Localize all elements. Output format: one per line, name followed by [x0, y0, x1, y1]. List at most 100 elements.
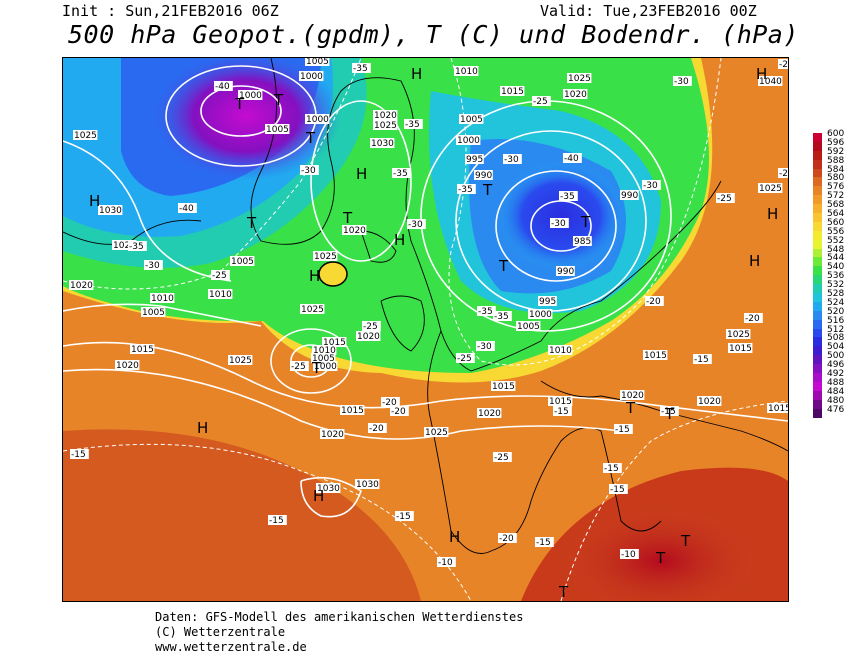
legend-level-label: 500	[827, 351, 845, 362]
legend-level-label: 568	[827, 200, 845, 211]
legend-level-label: 508	[827, 333, 845, 344]
temperature-label-bg	[456, 353, 475, 363]
high-pressure-marker: H	[89, 192, 100, 210]
legend-swatch	[813, 213, 822, 223]
pressure-label: 1005	[266, 125, 289, 135]
temperature-label-bg	[178, 203, 197, 213]
pressure-label-bg	[265, 124, 290, 134]
temperature-labels: -40-35-40-35-30-25-30-35-35-30-30-35-40-…	[70, 59, 788, 568]
pressure-label: 1010	[455, 67, 478, 77]
legend-swatch	[813, 381, 822, 391]
legend-row: 512	[813, 325, 850, 338]
legend-level-label: 528	[827, 289, 845, 300]
legend-level-label: 476	[827, 404, 845, 415]
init-time: Init : Sun,21FEB2016 06Z	[62, 2, 279, 20]
pressure-label-bg	[767, 403, 788, 413]
temperature-label: -15	[604, 464, 619, 474]
pressure-label: 1025	[314, 252, 337, 262]
pressure-label: 1015	[492, 382, 515, 392]
temperature-label-bg	[503, 154, 522, 164]
pressure-labels: 1000100010051000100510101015102510201020…	[69, 58, 788, 494]
pressure-label: 985	[574, 237, 591, 247]
legend-level-label: 600	[827, 129, 845, 139]
temperature-label-bg	[290, 361, 309, 371]
legend-row: 484	[813, 387, 850, 400]
legend-level-label: 540	[827, 262, 845, 273]
temperature-label-bg	[498, 533, 517, 543]
pressure-label-bg	[370, 138, 395, 148]
temperature-label-bg	[477, 306, 496, 316]
legend-level-label: 572	[827, 191, 845, 202]
pressure-label: 1020	[621, 391, 644, 401]
pressure-label-bg	[556, 266, 575, 276]
weather-map: 1000 1000 1005 1000 1005 1010 1015 1025 1020 1020…	[62, 57, 789, 602]
pressure-label: 990	[621, 191, 638, 201]
pressure-label: 1030	[99, 206, 122, 216]
pressure-label-bg	[456, 135, 481, 145]
temperature-label-bg	[493, 452, 512, 462]
pressure-label: 1030	[371, 139, 394, 149]
legend-row: 508	[813, 333, 850, 347]
legend-row: 492	[813, 369, 850, 383]
low-pressure-marker: T	[311, 359, 322, 377]
temperature-label: -15	[615, 425, 630, 435]
legend-swatch	[813, 293, 822, 303]
legend-row: 576	[813, 182, 850, 196]
legend-level-label: 592	[827, 146, 845, 157]
pressure-label: 1005	[312, 354, 335, 364]
temperature-label: -30	[477, 342, 492, 352]
pressure-label: 1025	[425, 428, 448, 438]
legend-swatch	[813, 408, 822, 418]
legend-row: 572	[813, 191, 850, 205]
pressure-label: 1020	[374, 111, 397, 121]
temperature-label-bg	[642, 180, 661, 190]
legend-swatch	[813, 355, 822, 365]
legend-swatch	[813, 319, 822, 329]
pressure-label: 1030	[317, 484, 340, 494]
low-pressure-marker: T	[305, 129, 316, 147]
legend-swatch	[813, 399, 822, 409]
legend-swatch	[813, 337, 822, 347]
temperature-label-bg	[390, 406, 409, 416]
pressure-label: 1000	[306, 115, 329, 125]
pressure-label-bg	[316, 483, 341, 493]
legend-swatch	[813, 328, 822, 338]
temperature-label: -35	[560, 192, 575, 202]
pressure-label-bg	[528, 309, 553, 319]
pressure-label: 1005	[306, 58, 329, 67]
pressure-label-bg	[320, 429, 345, 439]
legend-row: 528	[813, 289, 850, 303]
pressure-label-bg	[150, 293, 175, 303]
pressure-label-bg	[355, 479, 380, 489]
temperature-label-bg	[563, 153, 582, 163]
legend-row: 584	[813, 165, 850, 178]
legend-row: 560	[813, 218, 850, 231]
legend-swatch	[813, 168, 822, 178]
temperature-label: -25	[717, 194, 732, 204]
pressure-label: 1020	[564, 90, 587, 100]
temperature-label-bg	[368, 423, 387, 433]
legend-level-label: 512	[827, 324, 845, 335]
pressure-label-bg	[228, 355, 253, 365]
deep-blue-core	[496, 161, 626, 271]
temperature-label: -35	[494, 312, 509, 322]
footer-source: Daten: GFS-Modell des amerikanischen Wet…	[155, 610, 524, 624]
pressure-label-bg	[130, 344, 155, 354]
pressure-label-bg	[563, 89, 588, 99]
footer-url: www.wetterzentrale.de	[155, 640, 307, 654]
pressure-label-bg	[98, 205, 123, 215]
pressure-label-bg	[141, 307, 166, 317]
legend-row: 568	[813, 200, 850, 214]
pressure-label: 1020	[343, 226, 366, 236]
temperature-label: -15	[554, 407, 569, 417]
legend-level-label: 580	[827, 173, 845, 184]
legend-swatch	[813, 284, 822, 294]
pressure-label: 1020	[698, 397, 721, 407]
pressure-label-bg	[69, 280, 94, 290]
pressure-label: 1005	[517, 322, 540, 332]
pressure-label-bg	[620, 190, 639, 200]
legend-level-label: 556	[827, 226, 845, 237]
legend-swatch	[813, 133, 822, 142]
legend-row: 564	[813, 209, 850, 223]
low-pressure-marker: T	[580, 213, 591, 231]
